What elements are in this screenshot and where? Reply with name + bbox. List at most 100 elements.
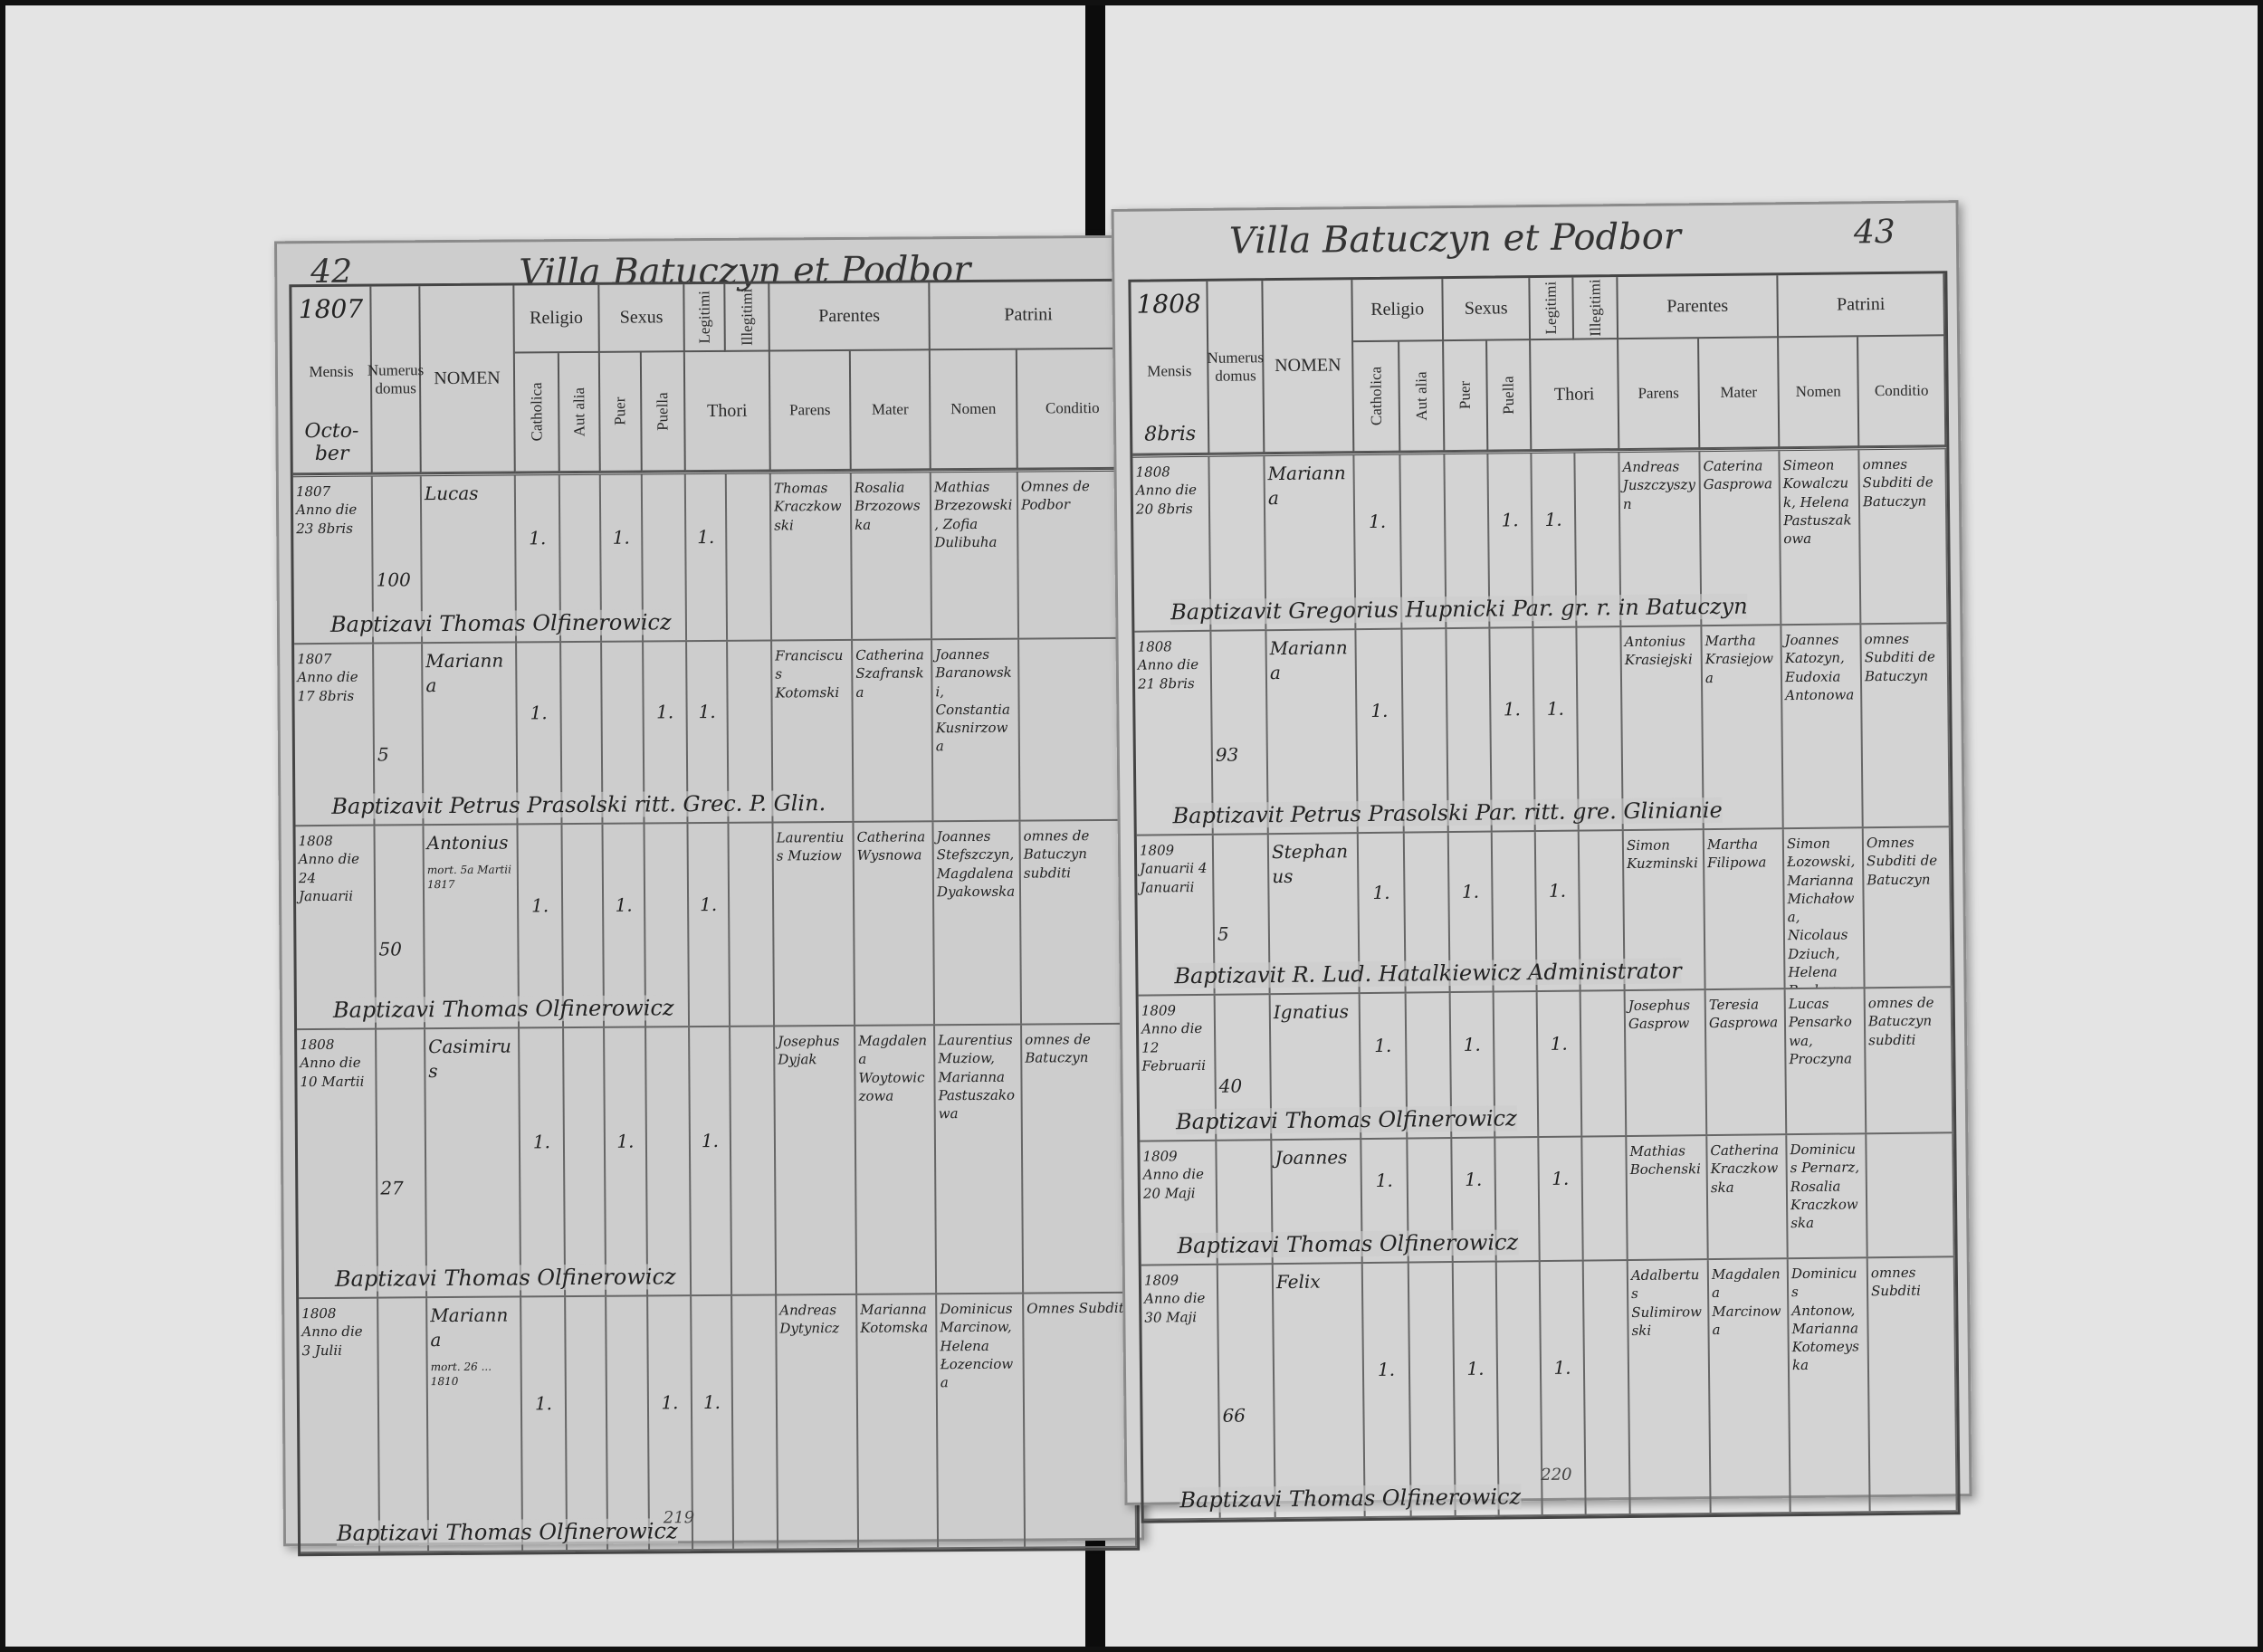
mater-cell: Teresia Gasprowa [1705, 989, 1788, 1135]
date-cell: 1809 Anno die 30 Maji [1141, 1265, 1221, 1519]
baptism-note: Baptizavit R. Lud. Hatalkiewicz Administ… [1174, 958, 1682, 989]
table-header: 1808 Mensis 8bris Numerus domus NOMEN Religio… [1131, 273, 1947, 458]
nomen-header: NOMEN [1263, 280, 1355, 454]
illegitimi-label: Illegitimi [737, 288, 756, 346]
conditio-cell: omnes Subditi de Batuczyn [1859, 449, 1949, 624]
patrini-nomen-header: Nomen [1779, 337, 1860, 449]
catholica-cell: 1. [521, 1297, 568, 1551]
name-cell: Felix [1273, 1264, 1366, 1518]
patrini-header: Patrini [930, 281, 1129, 351]
parens-cell: Mathias Bochenski [1627, 1136, 1709, 1260]
house-number-cell: 27 [377, 1029, 428, 1297]
baptism-note: Baptizavi Thomas Olfinerowicz [1179, 1484, 1522, 1514]
catholica-header: Catholica [514, 353, 560, 473]
aut-alia-cell [564, 1027, 607, 1296]
date-cell: 1808 Anno die 3 Julii [299, 1298, 381, 1552]
mater-cell: Marianna Kotomska [857, 1294, 940, 1548]
baptism-note: Baptizavi Thomas Olfinerowicz [1175, 1105, 1517, 1135]
patrini-cell: Laurentius Muziow, Marianna Pastuszakowa [935, 1025, 1025, 1294]
date-cell: 1808 Anno die 10 Martii [297, 1029, 379, 1298]
mater-cell: Catherina Szafranska [853, 640, 934, 821]
parens-header: Parens [1618, 339, 1701, 451]
table-row: 1808 Anno die 10 Martii 27 Casimirus 1. 1. 1.… [297, 1024, 1136, 1300]
puer-cell: 1. [1453, 1262, 1500, 1516]
footer-page-number: 219 [663, 1508, 695, 1528]
puer-header: Puer [1444, 340, 1489, 453]
puella-header: Puella [1487, 340, 1533, 452]
aut-alia-cell [1408, 1263, 1456, 1516]
legitimi-label: Legitimi [1542, 281, 1561, 335]
patrini-cell: Mathias Brzezowski, Zofia Dulibuha [931, 472, 1020, 639]
patrini-nomen-header: Nomen [930, 349, 1018, 471]
sexus-header: Sexus [599, 284, 685, 353]
puella-label: Puella [654, 392, 672, 431]
patrini-cell: Joannes Stefszczyn, Magdalena Dyakowska [933, 821, 1023, 1025]
puella-label: Puella [1499, 376, 1517, 415]
catholica-cell: 1. [520, 1028, 567, 1296]
numerus-header: Numerus domus [1207, 281, 1265, 454]
patrini-cell: Lucas Pensarkowa, Proczyna [1785, 988, 1867, 1134]
parens-cell: Laurentius Muziow [773, 822, 856, 1026]
puer-cell [606, 1296, 651, 1550]
parentes-header: Parentes [1618, 275, 1780, 340]
patrini-cell: Dominicus Pernarz, Rosalia Kraczkowska [1787, 1134, 1868, 1258]
legitimi-cell: 1. [1537, 991, 1583, 1137]
death-note: mort. 26 ... 1810 [430, 1360, 492, 1389]
footer-page-number: 220 [1541, 1465, 1572, 1485]
table-row: 1809 Anno die 20 Maji Joannes 1. 1. 1. Mathia… [1140, 1133, 1955, 1266]
puella-cell [1496, 1262, 1543, 1515]
patrini-cell: Simeon Kowalczuk, Helena Pastuszakowa [1780, 450, 1862, 625]
patrini-cell: Dominicus Antonow, Marianna Kotomeyska [1788, 1258, 1871, 1513]
illegitimi-header: Illegitimi [1573, 277, 1619, 340]
child-name: Marianna [1267, 462, 1346, 510]
illegitimi-cell [1582, 1137, 1628, 1260]
month-label: Octo- ber [304, 419, 359, 466]
religio-header: Religio [514, 284, 600, 354]
puella-header: Puella [641, 352, 686, 473]
table-row: 1808 Anno die 24 Januarii 50 Antonius mort.… [295, 820, 1134, 1031]
parens-cell: Josephus Gasprow [1625, 990, 1708, 1136]
illegitimi-cell [1583, 1261, 1631, 1514]
baptism-note: Baptizavi Thomas Olfinerowicz [334, 1264, 676, 1292]
table-row: 1807 Anno die 17 8bris 5 Marianna 1. 1. 1. Fra… [294, 638, 1132, 827]
illegitimi-cell [730, 1027, 778, 1294]
child-name: Stephanus [1271, 840, 1349, 888]
conditio-cell: omnes Subditi [1867, 1257, 1958, 1512]
house-number-cell [378, 1298, 430, 1552]
mensis-label: Mensis [1147, 361, 1192, 380]
thori-header: Thori [1531, 339, 1620, 452]
catholica-header: Catholica [1353, 341, 1401, 454]
mensis-header: 1807 Mensis Octo- ber [291, 286, 373, 475]
legitimi-header: Legitimi [1530, 277, 1575, 341]
catholica-label: Catholica [1366, 367, 1385, 426]
conditio-cell: omnes de Batuczyn [1022, 1024, 1136, 1293]
death-note: mort. 5a Martii 1817 [426, 863, 511, 892]
table-row: 1807 Anno die 23 8bris 100 Lucas 1. 1. 1. Thom… [292, 471, 1132, 645]
child-name: Felix [1275, 1270, 1321, 1294]
child-name: Ignatius [1273, 1000, 1350, 1024]
religio-header: Religio [1352, 279, 1445, 343]
legitimi-cell: 1. [685, 473, 729, 641]
illegitimi-header: Illegitimi [725, 283, 770, 352]
parens-header: Parens [769, 350, 852, 472]
child-name: Marianna [430, 1303, 509, 1351]
child-name: Antonius [426, 831, 509, 855]
puer-label: Puer [1456, 381, 1474, 410]
mensis-header: 1808 Mensis 8bris [1131, 281, 1210, 455]
aut-alia-label: Aut alia [569, 387, 587, 437]
puer-cell: 1. [605, 1027, 649, 1295]
conditio-cell [1019, 638, 1132, 820]
page-title: Villa Batuczyn et Podbor [1228, 215, 1682, 263]
legitimi-cell: 1. [692, 1295, 735, 1550]
month-label: 8bris [1144, 422, 1197, 446]
table-row: 1808 Anno die 3 Julii Marianna mort. 26 ..… [299, 1293, 1138, 1554]
name-cell: Marianna mort. 26 ... 1810 [427, 1297, 524, 1552]
baptism-note: Baptizavi Thomas Olfinerowicz [336, 1518, 678, 1546]
table-row: 1808 Anno die 21 8bris 93 Marianna 1. 1. 1. An… [1134, 624, 1951, 836]
illegitimi-label: Illegitimi [1585, 279, 1604, 337]
child-name: Lucas [424, 482, 479, 505]
mater-cell: Catherina Wysnowa [854, 822, 936, 1025]
aut-alia-cell [566, 1296, 609, 1551]
patrini-cell: Joannes Katozyn, Eudoxia Antonowa [1781, 625, 1864, 828]
mater-header: Mater [1699, 338, 1781, 450]
